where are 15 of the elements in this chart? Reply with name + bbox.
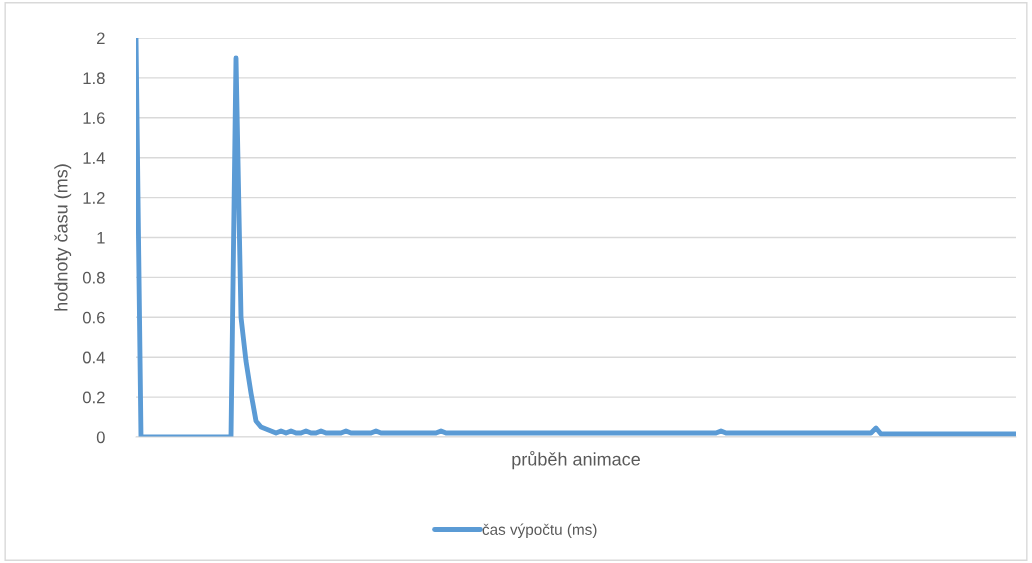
y-tick-label: 1.8 (83, 72, 105, 85)
y-tick-label: 1.2 (83, 192, 105, 204)
y-tick-label: 0.2 (82, 391, 105, 404)
y-tick-label: 0.8 (82, 271, 105, 284)
legend-label: čas výpočtu (ms) (482, 523, 597, 538)
x-axis-title: průběh animace (512, 450, 640, 470)
y-tick-label: 1.4 (83, 152, 105, 164)
y-tick-label: 2 (97, 32, 105, 45)
line-series (136, 38, 1016, 437)
y-tick-label: 0.4 (82, 351, 105, 364)
y-tick-label: 1 (97, 232, 105, 244)
y-axis-title: hodnoty času (ms) (54, 164, 72, 311)
y-tick-label: 1.6 (83, 112, 105, 124)
y-tick-label: 0 (96, 431, 105, 444)
y-tick-label: 0.6 (82, 311, 105, 324)
